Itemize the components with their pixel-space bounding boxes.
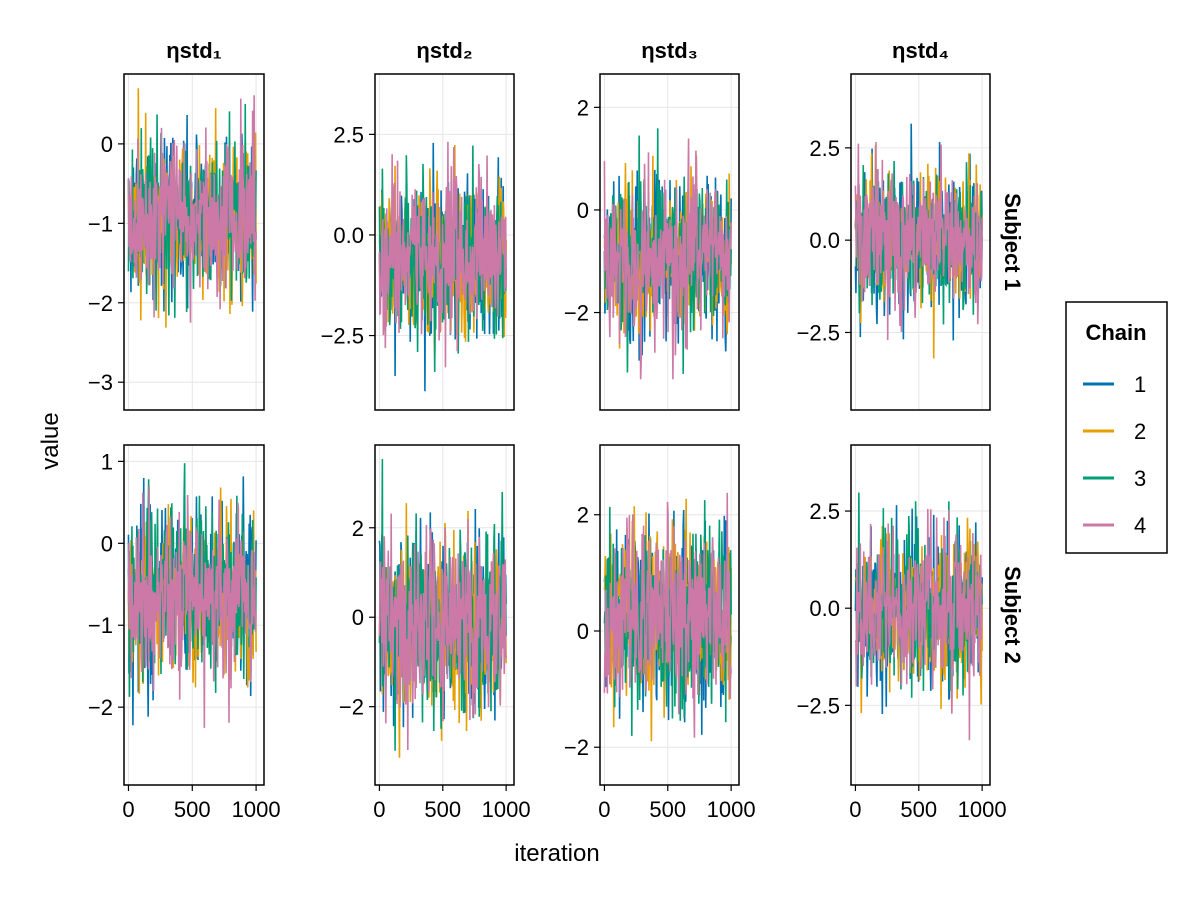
trace-chain-4 <box>127 95 257 323</box>
panel-r1-c2: 2.5 0.0 −2.5 <box>321 73 515 411</box>
panel-r1-c1: 0 −1 −2 −3 <box>88 73 265 411</box>
panels-group: 0 −1 −2 −3 2.5 0.0 −2.5 2 0 −2 2.5 0.0 −2.5 1 0 −1 −2 0 50… <box>88 73 1007 822</box>
x-tick-label: 1000 <box>707 797 756 822</box>
panel-r2-c3: 2 0 −2 0 500 1000 <box>564 444 756 822</box>
y-tick-label: 0.0 <box>333 223 364 248</box>
y-tick-label: −2.5 <box>797 320 840 345</box>
x-tick-label: 1000 <box>958 797 1007 822</box>
y-tick-label: 2 <box>352 516 364 541</box>
panel-r1-c4: 2.5 0.0 −2.5 <box>797 73 991 411</box>
panel-r2-c2: 2 0 −2 0 500 1000 <box>339 444 531 822</box>
series-group <box>127 88 257 328</box>
x-tick-label: 1000 <box>482 797 531 822</box>
y-tick-label: −1 <box>88 613 113 638</box>
y-tick-label: −1 <box>88 211 113 236</box>
panel-frame <box>123 73 265 411</box>
x-tick-label: 500 <box>174 797 211 822</box>
y-tick-label: 0 <box>101 132 113 157</box>
panel-frame <box>850 73 991 411</box>
trace-chain-4 <box>378 513 507 751</box>
x-tick-label: 1000 <box>232 797 281 822</box>
x-tick-label: 500 <box>424 797 461 822</box>
series-group <box>603 128 732 380</box>
row-labels: Subject 1 Subject 2 <box>1000 193 1025 664</box>
y-tick-label: 0.0 <box>809 228 840 253</box>
series-group <box>603 492 732 742</box>
y-tick-label: 0 <box>101 531 113 556</box>
panel-r2-c4: 2.5 0.0 −2.5 0 500 1000 <box>797 444 1007 822</box>
x-tick-label: 500 <box>649 797 686 822</box>
x-tick-label: 0 <box>598 797 610 822</box>
legend-box <box>1065 301 1168 554</box>
panel-frame <box>123 444 265 786</box>
x-axis-label: iteration <box>514 840 599 867</box>
legend-label: 4 <box>1134 513 1146 538</box>
legend-label: 1 <box>1134 372 1146 397</box>
y-tick-label: 0 <box>577 619 589 644</box>
column-title: ηstd₂ <box>416 38 472 63</box>
y-tick-label: −3 <box>88 370 113 395</box>
y-tick-label: 2 <box>577 503 589 528</box>
legend-title: Chain <box>1085 320 1146 345</box>
y-tick-label: −2.5 <box>797 693 840 718</box>
column-title: ηstd₃ <box>641 38 698 63</box>
row-label: Subject 1 <box>1000 193 1025 291</box>
series-group <box>378 141 507 392</box>
y-tick-label: −2 <box>564 301 589 326</box>
trace-chain-4 <box>378 141 507 368</box>
panel-frame <box>374 444 515 786</box>
y-tick-label: −2.5 <box>321 324 364 349</box>
trace-chain-4 <box>854 508 983 741</box>
y-tick-label: −2 <box>339 695 364 720</box>
panel-frame <box>599 444 740 786</box>
column-title: ηstd₄ <box>892 38 949 63</box>
x-tick-label: 0 <box>122 797 134 822</box>
trace-chain-4 <box>854 142 983 341</box>
panel-r2-c1: 1 0 −1 −2 0 500 1000 <box>88 444 281 822</box>
series-group <box>127 463 257 728</box>
y-tick-label: −2 <box>564 735 589 760</box>
legend-label: 2 <box>1134 419 1146 444</box>
y-tick-label: 0 <box>352 605 364 630</box>
y-tick-label: 2.5 <box>809 499 840 524</box>
series-group <box>854 123 983 359</box>
y-tick-label: 2.5 <box>809 136 840 161</box>
x-tick-label: 0 <box>373 797 385 822</box>
y-tick-label: 0.0 <box>809 596 840 621</box>
y-tick-label: 2.5 <box>333 122 364 147</box>
legend-label: 3 <box>1134 466 1146 491</box>
column-titles: ηstd₁ ηstd₂ ηstd₃ ηstd₄ <box>166 38 949 63</box>
y-tick-label: 0 <box>577 198 589 223</box>
series-group <box>378 459 507 758</box>
trace-chain-4 <box>603 138 732 380</box>
series-group <box>854 492 983 741</box>
y-tick-label: −2 <box>88 291 113 316</box>
trace-chain-4 <box>603 492 732 738</box>
legend: Chain 1 2 3 4 <box>1065 301 1168 554</box>
y-axis-label: value <box>37 412 64 469</box>
row-label: Subject 2 <box>1000 566 1025 664</box>
panel-frame <box>599 73 740 411</box>
x-tick-label: 0 <box>849 797 861 822</box>
panel-frame <box>850 444 991 786</box>
x-tick-label: 500 <box>900 797 937 822</box>
panel-r1-c3: 2 0 −2 <box>564 73 740 411</box>
y-tick-label: −2 <box>88 695 113 720</box>
column-title: ηstd₁ <box>166 38 222 63</box>
y-tick-label: 1 <box>101 449 113 474</box>
trace-chain-4 <box>127 485 257 728</box>
panel-frame <box>374 73 515 411</box>
y-tick-label: 2 <box>577 95 589 120</box>
